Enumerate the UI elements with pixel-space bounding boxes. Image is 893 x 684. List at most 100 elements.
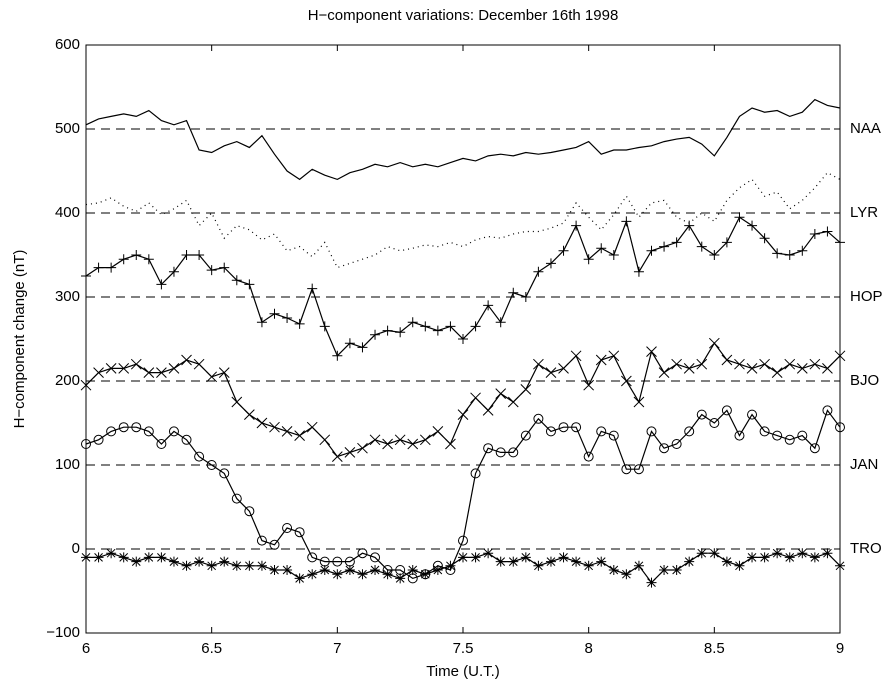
x-tick-label: 7.5 — [453, 640, 474, 657]
marker — [244, 560, 255, 571]
marker — [106, 262, 117, 273]
marker — [834, 350, 846, 362]
marker — [533, 266, 544, 277]
marker — [520, 292, 531, 302]
marker — [395, 327, 406, 338]
marker — [784, 434, 795, 445]
marker — [168, 426, 179, 437]
marker — [282, 565, 293, 575]
marker — [256, 317, 267, 328]
marker — [219, 468, 230, 479]
marker — [93, 552, 104, 563]
marker — [294, 573, 305, 584]
marker — [558, 363, 569, 374]
marker — [432, 325, 443, 336]
marker — [357, 442, 368, 454]
marker — [206, 560, 217, 571]
station-label: NAA — [850, 120, 881, 137]
marker — [822, 363, 833, 374]
marker — [734, 358, 745, 370]
marker — [370, 565, 381, 575]
marker — [495, 388, 507, 399]
marker — [759, 426, 770, 437]
marker — [495, 447, 506, 458]
marker — [407, 317, 418, 328]
marker — [407, 565, 418, 575]
marker — [747, 552, 758, 563]
marker — [206, 460, 217, 470]
marker — [583, 451, 594, 462]
marker — [684, 220, 695, 231]
marker — [369, 434, 381, 446]
marker — [294, 318, 305, 329]
marker — [93, 262, 104, 273]
marker — [533, 358, 544, 370]
marker — [633, 464, 644, 475]
x-tick-label: 6 — [82, 640, 90, 657]
marker — [319, 434, 331, 446]
marker — [583, 560, 594, 571]
station-label: LYR — [850, 204, 878, 221]
marker — [633, 266, 644, 277]
marker — [407, 438, 419, 450]
marker — [194, 451, 205, 462]
marker — [759, 358, 770, 370]
marker — [131, 250, 142, 260]
marker — [721, 556, 732, 567]
marker — [131, 422, 142, 433]
marker — [470, 468, 481, 479]
station-label: TRO — [850, 540, 882, 557]
marker — [545, 426, 556, 437]
marker — [508, 556, 519, 567]
marker — [156, 552, 167, 563]
marker — [143, 254, 154, 265]
marker — [332, 350, 343, 361]
marker — [545, 367, 557, 378]
marker — [671, 565, 682, 575]
x-tick-label: 8 — [584, 640, 592, 657]
marker — [721, 354, 733, 366]
marker — [382, 438, 393, 450]
marker — [193, 358, 205, 370]
marker — [747, 409, 758, 420]
marker — [458, 535, 468, 546]
marker — [571, 556, 582, 567]
marker — [344, 565, 355, 575]
marker — [759, 233, 770, 244]
marker — [231, 396, 243, 408]
marker — [809, 443, 820, 454]
marker — [282, 313, 293, 323]
marker — [219, 262, 230, 273]
y-tick-label: 300 — [55, 288, 80, 305]
marker — [809, 552, 820, 563]
marker — [156, 367, 167, 378]
y-tick-label: −100 — [46, 624, 80, 641]
marker — [747, 220, 758, 231]
marker — [835, 422, 845, 433]
marker — [130, 358, 142, 370]
marker — [772, 548, 783, 559]
marker — [482, 405, 494, 416]
marker — [533, 413, 544, 424]
marker — [545, 556, 556, 567]
marker — [520, 430, 531, 441]
marker — [734, 430, 745, 441]
marker — [256, 417, 268, 429]
marker — [81, 552, 91, 563]
marker — [508, 447, 519, 458]
marker — [608, 350, 620, 362]
marker — [621, 216, 632, 227]
marker — [608, 565, 619, 575]
marker — [483, 548, 494, 559]
marker — [81, 271, 91, 281]
marker — [571, 422, 582, 433]
marker — [306, 421, 318, 433]
marker — [797, 430, 808, 441]
marker — [206, 371, 218, 383]
marker — [231, 275, 242, 286]
marker — [244, 279, 255, 290]
marker — [784, 552, 795, 563]
marker — [646, 245, 657, 256]
y-tick-label: 600 — [55, 36, 80, 53]
